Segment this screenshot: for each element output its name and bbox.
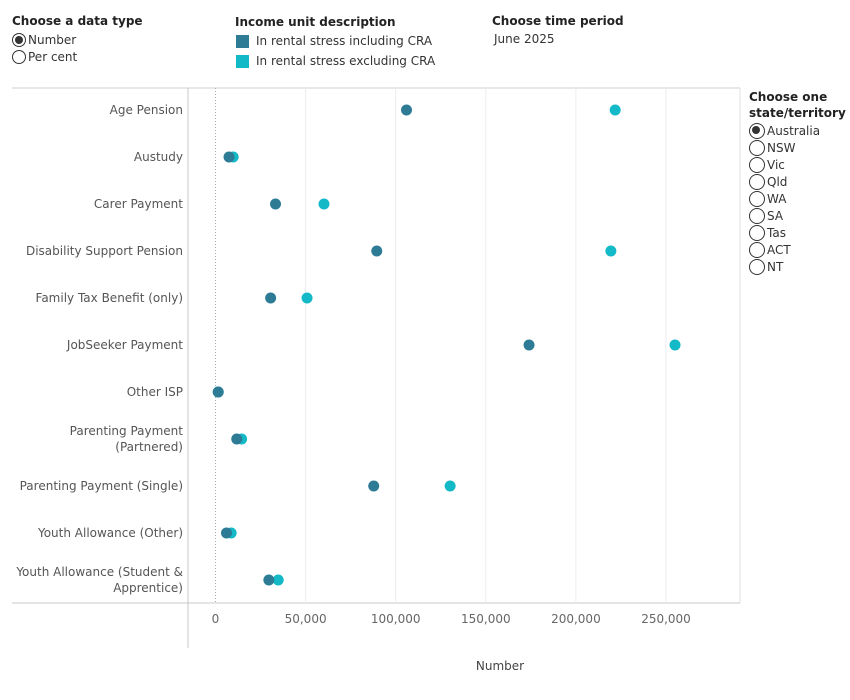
radio-label: Vic: [767, 157, 785, 172]
point-excluding-cra: [318, 198, 330, 210]
point-excluding-cra: [272, 574, 284, 586]
x-tick-label: 250,000: [641, 612, 691, 626]
point-including-cra: [368, 480, 380, 492]
category-label: Parenting Payment (Partnered): [70, 424, 184, 454]
point-excluding-cra: [212, 386, 224, 398]
radio-label: ACT: [767, 242, 791, 257]
legend-swatch: [236, 34, 249, 48]
legend-item-including[interactable]: In rental stress including CRA: [236, 31, 435, 51]
point-excluding-cra: [669, 339, 681, 351]
point-including-cra: [371, 245, 383, 257]
radio-icon[interactable]: [749, 190, 765, 207]
data-type-radio-group: Number Per cent: [12, 31, 77, 65]
category-label: JobSeeker Payment: [66, 338, 183, 352]
point-excluding-cra: [227, 151, 239, 163]
category-label: Parenting Payment (Single): [20, 479, 183, 493]
point-including-cra: [220, 527, 232, 539]
x-tick-label: 0: [212, 612, 220, 626]
radio-label: WA: [767, 191, 787, 206]
state-radio-sa[interactable]: SA: [749, 207, 820, 224]
legend-item-excluding[interactable]: In rental stress excluding CRA: [236, 51, 435, 71]
radio-label: Australia: [767, 123, 821, 138]
legend: In rental stress including CRA In rental…: [236, 31, 435, 71]
category-label: Youth Allowance (Student & Apprentice): [15, 565, 183, 595]
legend-label: In rental stress excluding CRA: [256, 54, 436, 68]
x-tick-label: 50,000: [285, 612, 327, 626]
radio-icon[interactable]: [749, 139, 765, 156]
x-tick-label: 200,000: [551, 612, 601, 626]
radio-label: Number: [28, 32, 77, 47]
state-radio-nt[interactable]: NT: [749, 258, 820, 275]
point-including-cra: [270, 198, 282, 210]
point-excluding-cra: [225, 527, 237, 539]
x-tick-label: 150,000: [461, 612, 511, 626]
state-radio-vic[interactable]: Vic: [749, 156, 820, 173]
x-axis-label: Number: [476, 659, 524, 673]
radio-icon[interactable]: [749, 241, 765, 258]
point-excluding-cra: [609, 104, 621, 116]
data-type-title: Choose a data type: [12, 14, 143, 28]
state-radio-act[interactable]: ACT: [749, 241, 820, 258]
point-including-cra: [401, 104, 413, 116]
point-including-cra: [263, 574, 275, 586]
category-label: Youth Allowance (Other): [37, 526, 183, 540]
radio-label: SA: [767, 208, 784, 223]
category-label: Disability Support Pension: [26, 244, 183, 258]
radio-label: Per cent: [28, 49, 78, 64]
radio-label: Tas: [767, 225, 786, 240]
radio-label: Qld: [767, 174, 788, 189]
category-label: Age Pension: [110, 103, 183, 117]
category-label: Other ISP: [127, 385, 183, 399]
state-title-line: state/territory: [749, 106, 846, 120]
radio-label: NT: [767, 259, 784, 274]
point-excluding-cra: [301, 292, 313, 304]
point-including-cra: [231, 433, 243, 445]
state-radio-wa[interactable]: WA: [749, 190, 820, 207]
state-title-line: Choose one: [749, 90, 828, 104]
legend-title: Income unit description: [235, 15, 396, 29]
radio-per-cent[interactable]: Per cent: [12, 48, 77, 65]
point-including-cra: [265, 292, 277, 304]
point-excluding-cra: [444, 480, 456, 492]
radio-icon[interactable]: [12, 49, 26, 64]
state-radio-tas[interactable]: Tas: [749, 224, 820, 241]
point-including-cra: [212, 386, 224, 398]
radio-icon[interactable]: [749, 156, 765, 173]
point-including-cra: [223, 151, 235, 163]
state-radio-group: Australia NSW Vic Qld WA SA Tas ACT NT: [749, 122, 820, 275]
radio-icon[interactable]: [749, 224, 765, 241]
legend-label: In rental stress including CRA: [256, 34, 433, 48]
category-label: Austudy: [134, 150, 183, 164]
radio-icon[interactable]: [749, 173, 765, 190]
radio-icon[interactable]: [749, 207, 765, 224]
state-radio-qld[interactable]: Qld: [749, 173, 820, 190]
radio-label: NSW: [767, 140, 796, 155]
x-tick-label: 100,000: [371, 612, 421, 626]
radio-icon[interactable]: [749, 122, 765, 139]
state-radio-australia[interactable]: Australia: [749, 122, 820, 139]
time-period-title: Choose time period: [492, 14, 624, 28]
category-label: Family Tax Benefit (only): [36, 291, 183, 305]
state-title: Choose one state/territory: [749, 89, 846, 121]
legend-swatch: [236, 54, 249, 68]
radio-selected-icon[interactable]: [12, 32, 26, 47]
category-label: Carer Payment: [94, 197, 183, 211]
point-excluding-cra: [605, 245, 617, 257]
time-period-value[interactable]: June 2025: [494, 32, 555, 46]
radio-icon[interactable]: [749, 258, 765, 275]
state-radio-nsw[interactable]: NSW: [749, 139, 820, 156]
radio-number[interactable]: Number: [12, 31, 77, 48]
point-excluding-cra: [236, 433, 248, 445]
point-including-cra: [523, 339, 535, 351]
